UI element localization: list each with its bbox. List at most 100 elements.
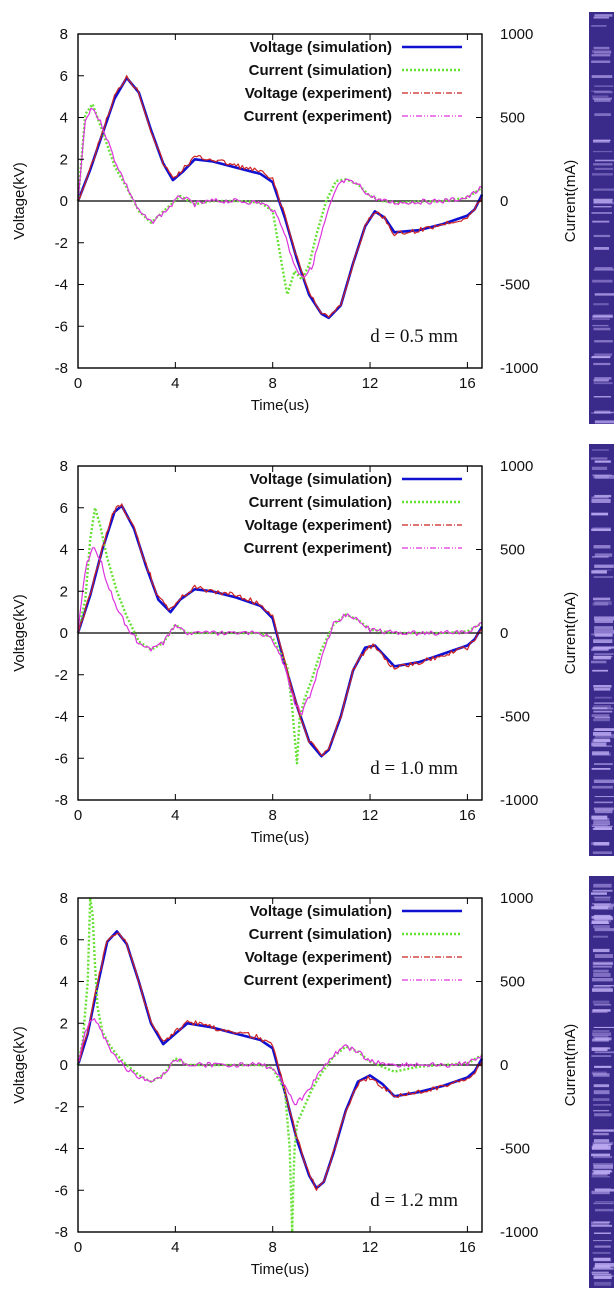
strip-streak <box>591 90 611 92</box>
strip-streak <box>591 25 607 27</box>
y-tick-label: 2 <box>60 151 68 168</box>
strip-streak <box>594 293 614 296</box>
strip-streak <box>594 494 612 498</box>
strip-streak <box>592 1132 609 1136</box>
strip-streak <box>593 1026 614 1028</box>
strip-streak <box>594 905 613 910</box>
strip-streak <box>594 629 614 634</box>
strip-streak <box>594 14 613 17</box>
strip-streak <box>591 1071 607 1075</box>
strip-streak <box>594 553 613 557</box>
y-tick-label: 8 <box>60 26 68 43</box>
strip-streak <box>593 763 613 765</box>
strip-streak <box>594 98 611 102</box>
chart-svg: 0 4 8 12 16 8 6 4 2 0 -2 -4 -6 -8 1000 500 0 -500 -1000 Tim… <box>11 444 614 856</box>
strip-streak <box>591 1055 612 1057</box>
series-line-voltage-experiment <box>77 932 483 1191</box>
strip-streak <box>592 851 613 855</box>
strip-streak <box>593 963 612 965</box>
strip-streak <box>593 1275 614 1277</box>
strip-streak <box>592 602 609 606</box>
y-tick-label: 4 <box>60 542 68 559</box>
strip-streak <box>592 751 610 755</box>
x-tick-label: 0 <box>74 375 82 392</box>
x-tick-label: 16 <box>459 1239 476 1256</box>
strip-streak <box>591 528 611 531</box>
y2-tick-label: -1000 <box>500 792 538 809</box>
strip-streak <box>591 1172 608 1176</box>
y2-tick-label: 500 <box>500 110 525 127</box>
strip-streak <box>594 796 614 798</box>
y2-tick-label: 1000 <box>500 26 533 43</box>
strip-streak <box>593 688 611 691</box>
strip-streak <box>594 696 612 699</box>
strip-streak <box>592 785 613 789</box>
strip-streak <box>592 1267 614 1270</box>
x-tick-label: 8 <box>269 1239 277 1256</box>
y-axis-label: Voltage(kV) <box>11 162 28 240</box>
strip-streak <box>593 738 610 743</box>
strip-streak <box>593 379 609 382</box>
strip-streak <box>593 972 611 977</box>
strip-streak <box>591 466 608 470</box>
gap-annotation: d = 1.0 mm <box>370 758 458 779</box>
strip-streak <box>593 985 614 987</box>
strip-streak <box>591 742 607 747</box>
y-tick-label: 6 <box>60 500 68 517</box>
strip-streak <box>594 1201 614 1203</box>
strip-streak <box>591 824 608 827</box>
y-tick-label: 6 <box>60 68 68 85</box>
legend-label: Voltage (experiment) <box>245 517 392 534</box>
strip-streak <box>592 921 608 924</box>
strip-streak <box>593 362 611 366</box>
strip-streak <box>593 247 610 250</box>
strip-streak <box>592 1073 610 1077</box>
strip-streak <box>592 988 613 992</box>
strip-streak <box>593 1277 611 1279</box>
y-tick-label: 4 <box>60 110 68 127</box>
strip-streak <box>593 475 609 479</box>
strip-streak <box>592 1030 610 1032</box>
strip-streak <box>593 1202 614 1205</box>
strip-streak <box>594 1264 611 1269</box>
strip-streak <box>591 920 609 924</box>
x-tick-label: 16 <box>459 807 476 824</box>
x-tick-label: 0 <box>74 1239 82 1256</box>
strip-streak <box>592 1032 612 1036</box>
strip-streak <box>593 150 613 153</box>
strip-streak <box>594 728 614 731</box>
legend-label: Voltage (simulation) <box>250 903 392 920</box>
strip-streak <box>591 739 611 743</box>
y2-axis-label: Current(mA) <box>562 592 579 675</box>
strip-streak <box>592 647 608 651</box>
strip-streak <box>591 318 610 320</box>
strip-streak <box>592 97 612 100</box>
strip-streak <box>593 576 614 579</box>
chart-panel-d05: 0 4 8 12 16 8 6 4 2 0 -2 -4 -6 -8 1000 500 0 -500 -1000 Tim… <box>0 0 614 432</box>
strip-streak <box>593 883 612 888</box>
strip-streak <box>594 1037 612 1041</box>
strip-streak <box>594 564 614 568</box>
strip-streak <box>593 1004 612 1006</box>
y-tick-label: -8 <box>55 360 68 377</box>
strip-streak <box>593 1035 609 1039</box>
legend-label: Current (experiment) <box>244 972 392 989</box>
chart-svg: 0 4 8 12 16 8 6 4 2 0 -2 -4 -6 -8 1000 500 0 -500 -1000 Tim… <box>11 12 614 424</box>
y-tick-label: -8 <box>55 792 68 809</box>
strip-streak <box>593 198 613 201</box>
y-tick-label: -6 <box>55 318 68 335</box>
y-tick-label: 8 <box>60 458 68 475</box>
legend-label: Voltage (experiment) <box>245 85 392 102</box>
strip-streak <box>593 545 611 549</box>
strip-streak <box>594 159 614 162</box>
x-tick-label: 4 <box>171 807 179 824</box>
strip-streak <box>591 1010 608 1014</box>
discharge-photograph-strip <box>589 876 614 1288</box>
y2-axis-label: Current(mA) <box>562 160 579 243</box>
strip-streak <box>592 279 613 283</box>
strip-streak <box>594 954 613 958</box>
strip-streak <box>594 904 610 908</box>
strip-streak <box>591 457 608 460</box>
strip-streak <box>593 896 611 898</box>
strip-streak <box>593 139 611 142</box>
